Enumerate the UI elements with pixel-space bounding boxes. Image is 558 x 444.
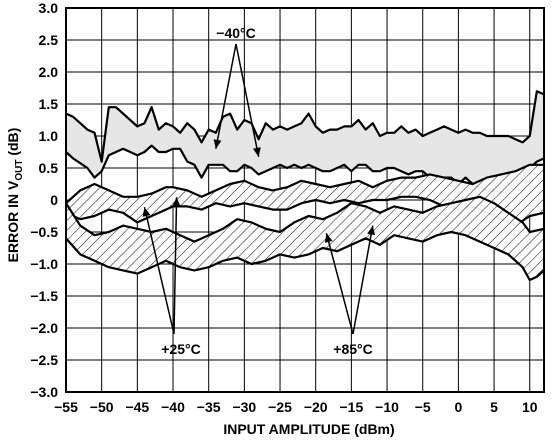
y-tick-label: −3.0 bbox=[30, 384, 58, 400]
band-2 bbox=[65, 195, 545, 282]
y-tick-label: 2.5 bbox=[39, 32, 59, 48]
y-tick-label: 1.0 bbox=[39, 128, 59, 144]
x-tick-label: 5 bbox=[490, 399, 498, 415]
x-tick-label: −35 bbox=[197, 399, 221, 415]
annotation-1: +25°C bbox=[142, 197, 201, 357]
y-tick-label: 2.0 bbox=[39, 64, 59, 80]
x-tick-label: −30 bbox=[232, 399, 256, 415]
x-tick-label: −55 bbox=[54, 399, 78, 415]
x-tick-label: 10 bbox=[522, 399, 538, 415]
annotation-label: +25°C bbox=[161, 341, 200, 357]
y-tick-labels: 3.0 2.5 2.0 1.5 1.0 0.5 0 −0.5 −1.0 −1.5 −2.0 −2.5 −… bbox=[30, 0, 58, 400]
band-upper-line bbox=[65, 90, 545, 163]
x-tick-label: −10 bbox=[375, 399, 399, 415]
x-tick-label: −25 bbox=[268, 399, 292, 415]
annotation-arrow bbox=[235, 43, 260, 157]
annotation-arrow bbox=[143, 207, 175, 335]
y-tick-label: 0 bbox=[50, 192, 58, 208]
annotation-arrowhead bbox=[172, 197, 181, 207]
annotation-arrowhead bbox=[367, 225, 376, 236]
annotation-arrow bbox=[173, 197, 178, 335]
data-bands bbox=[65, 90, 545, 282]
band-upper-line bbox=[65, 195, 545, 243]
plot-frame bbox=[65, 7, 545, 393]
y-tick-label: −2.0 bbox=[30, 320, 58, 336]
x-tick-labels: −55 −50 −45 −40 −35 −30 −25 −20 −15 −10 −5 0 5 10 bbox=[54, 399, 538, 415]
y-tick-label: 3.0 bbox=[39, 0, 59, 16]
plot-border bbox=[65, 7, 545, 393]
band-lower-line bbox=[65, 144, 545, 195]
y-axis-label-main: ERROR IN V bbox=[5, 180, 21, 262]
band-upper-line bbox=[65, 163, 544, 205]
x-tick-label: −5 bbox=[415, 399, 431, 415]
band-lower-line bbox=[65, 230, 545, 282]
x-tick-label: −40 bbox=[161, 399, 185, 415]
band-fill bbox=[66, 91, 544, 194]
band-fill bbox=[66, 164, 544, 226]
y-tick-label: 0.5 bbox=[39, 160, 59, 176]
x-tick-label: −45 bbox=[125, 399, 149, 415]
annotation-label: +85°C bbox=[333, 341, 372, 357]
y-tick-label: −2.5 bbox=[30, 352, 58, 368]
x-tick-label: −15 bbox=[339, 399, 363, 415]
band-fill bbox=[66, 196, 544, 280]
band-0 bbox=[65, 90, 545, 195]
annotation-arrow bbox=[325, 233, 354, 335]
annotation-0: −40°C bbox=[213, 25, 261, 157]
y-axis-label: ERROR IN VOUT (dB) bbox=[5, 128, 25, 263]
annotation-arrow bbox=[352, 225, 374, 335]
x-axis-label: INPUT AMPLITUDE (dBm) bbox=[223, 421, 394, 437]
y-axis-label-unit: (dB) bbox=[5, 128, 21, 160]
x-tick-label: −50 bbox=[90, 399, 114, 415]
y-tick-label: −1.5 bbox=[30, 288, 58, 304]
annotation-arrowhead bbox=[252, 147, 261, 157]
y-tick-label: 1.5 bbox=[39, 96, 59, 112]
annotation-2: +85°C bbox=[324, 225, 376, 357]
annotation-arrowhead bbox=[142, 207, 151, 217]
annotation-arrowhead bbox=[324, 233, 333, 243]
y-tick-label: −0.5 bbox=[30, 224, 58, 240]
annotations: −40°C +25°C +85°C bbox=[142, 25, 376, 357]
annotation-arrowhead bbox=[213, 139, 222, 149]
y-tick-label: −1.0 bbox=[30, 256, 58, 272]
x-tick-label: −20 bbox=[304, 399, 328, 415]
annotation-label: −40°C bbox=[216, 25, 255, 41]
y-axis-label-subscript: OUT bbox=[14, 160, 25, 181]
annotation-arrow bbox=[215, 43, 237, 149]
x-tick-label: 0 bbox=[454, 399, 462, 415]
